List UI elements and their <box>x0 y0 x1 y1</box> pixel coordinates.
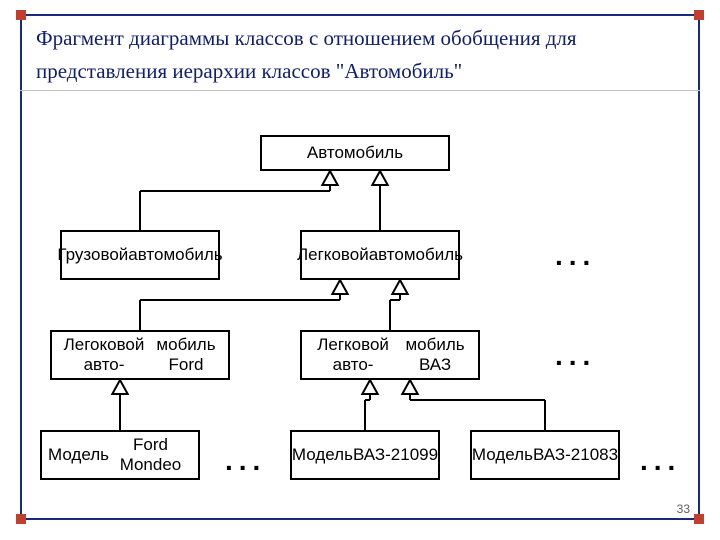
corner-br <box>694 514 704 524</box>
title-line-1: Фрагмент диаграммы классов с отношением … <box>36 26 577 50</box>
title-underline <box>20 90 700 91</box>
class-node-root: Автомобиль <box>260 135 450 171</box>
class-node-vaz21099: МодельВАЗ-21099 <box>290 430 440 480</box>
class-node-vaz21083: МодельВАЗ-21083 <box>470 430 620 480</box>
class-node-ford: Легоковой авто-мобиль Ford <box>50 330 230 380</box>
corner-bl <box>16 514 26 524</box>
class-node-vaz: Легковой авто-мобиль ВАЗ <box>300 330 480 380</box>
ellipsis-0: ... <box>555 240 596 272</box>
class-node-label: Легоковой авто- <box>58 335 150 374</box>
ellipsis-2: ... <box>225 445 266 477</box>
title-line-2: представления иерархии классов "Автомоби… <box>36 59 462 83</box>
class-node-label: ВАЗ-21099 <box>353 445 438 465</box>
ellipsis-1: ... <box>555 340 596 372</box>
page-number: 33 <box>677 502 690 516</box>
class-node-label: мобиль Ford <box>150 335 222 374</box>
class-node-car: Легковойавтомобиль <box>300 230 460 280</box>
ellipsis-3: ... <box>640 445 681 477</box>
class-node-label: автомобиль <box>128 245 222 265</box>
class-node-label: Модель <box>292 445 353 465</box>
class-node-label: Легковой <box>297 245 369 265</box>
class-node-label: Модель <box>472 445 533 465</box>
corner-tr <box>694 10 704 20</box>
class-node-label: Легковой авто- <box>308 335 398 374</box>
class-node-mondeo: МодельFord Mondeo <box>40 430 200 480</box>
class-node-label: автомобиль <box>369 245 463 265</box>
slide-title: Фрагмент диаграммы классов с отношением … <box>36 22 684 87</box>
class-node-label: Автомобиль <box>307 143 403 163</box>
class-node-label: Грузовой <box>57 245 128 265</box>
corner-tl <box>16 10 26 20</box>
class-node-label: ВАЗ-21083 <box>533 445 618 465</box>
class-node-label: мобиль ВАЗ <box>398 335 472 374</box>
class-node-truck: Грузовойавтомобиль <box>60 230 220 280</box>
class-node-label: Ford Mondeo <box>109 435 192 474</box>
class-node-label: Модель <box>48 445 109 465</box>
slide: Фрагмент диаграммы классов с отношением … <box>0 0 720 540</box>
